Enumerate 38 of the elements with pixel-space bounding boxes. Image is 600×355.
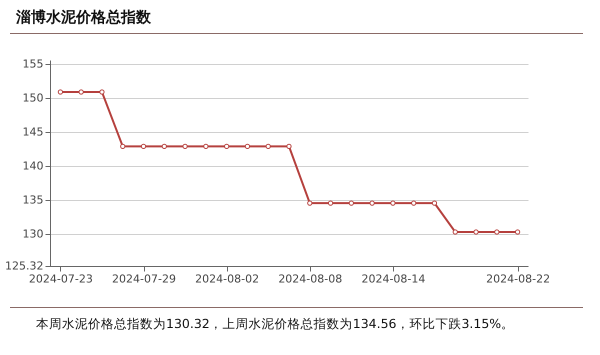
x-tick-label: 2024-08-14 <box>361 272 426 286</box>
point <box>140 144 146 150</box>
point <box>307 200 312 206</box>
point <box>452 229 458 235</box>
y-tick-label: 145 <box>22 126 44 139</box>
point <box>390 200 396 206</box>
point <box>182 144 188 150</box>
x-tick-label: 2024-07-29 <box>112 272 176 286</box>
point <box>162 144 167 150</box>
y-tick-label: 140 <box>22 160 44 173</box>
point <box>120 144 126 150</box>
x-tick-label: 2024-08-02 <box>195 272 260 286</box>
point <box>411 200 416 206</box>
point <box>370 200 375 206</box>
point <box>328 200 334 206</box>
y-tick-label: 135 <box>22 194 44 207</box>
point <box>432 200 438 206</box>
x-tick-label: 2024-08-08 <box>278 272 342 286</box>
point <box>99 89 105 95</box>
point <box>286 144 292 150</box>
y-tick-label: 125.32 <box>5 260 44 272</box>
y-tick-label: 155 <box>22 58 44 71</box>
point <box>514 229 520 235</box>
x-tick-label: 2024-07-23 <box>28 272 93 286</box>
point <box>266 144 271 150</box>
y-tick-label: 150 <box>22 92 44 105</box>
point <box>78 89 84 95</box>
point <box>58 89 64 95</box>
text: 本周水泥价格总指数为130.32，上周水泥价格总指数为134.56，环比下跌3.15%。 <box>36 316 514 333</box>
point <box>224 144 230 150</box>
point <box>348 200 354 206</box>
point <box>473 229 479 235</box>
y-tick-label: 130 <box>22 228 44 241</box>
point <box>494 229 500 235</box>
chart-title: 淄博水泥价格总指数 <box>16 8 151 27</box>
point <box>244 144 250 150</box>
x-tick-label: 2024-08-22 <box>486 272 550 286</box>
point <box>203 144 208 150</box>
